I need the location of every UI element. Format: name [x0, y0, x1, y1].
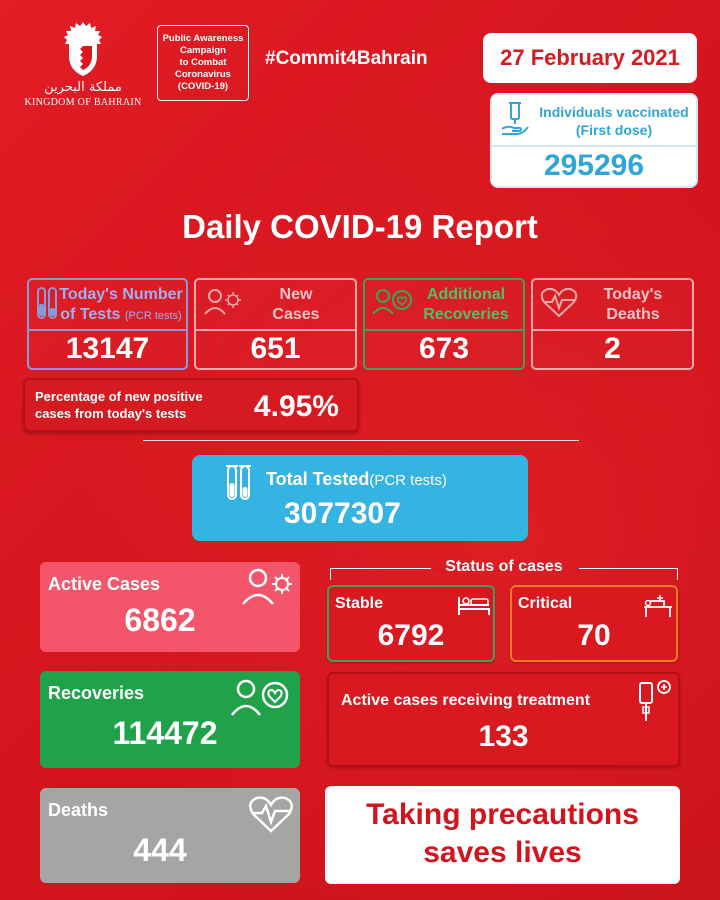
recoveries-label-line1: Additional	[426, 286, 506, 303]
treatment-label: Active cases receiving treatment	[341, 692, 591, 709]
report-date: 27 February 2021	[483, 33, 697, 83]
divider	[492, 145, 696, 147]
new-cases-label-line2: Cases	[272, 306, 320, 323]
divider	[196, 329, 355, 331]
divider	[533, 329, 692, 331]
vaccination-card: Individuals vaccinated (First dose) 2952…	[490, 93, 698, 188]
total-tested-card: Total Tested(PCR tests) 3077307	[192, 455, 528, 541]
stable-card: Stable 6792	[327, 585, 495, 662]
tests-card: Today's Number of Tests (PCR tests) 1314…	[27, 278, 188, 370]
iv-drip-icon	[636, 677, 674, 728]
total-tested-note: (PCR tests)	[369, 472, 447, 489]
new-cases-label-line1: New	[279, 286, 313, 303]
date-text: 27 February 2021	[500, 45, 680, 70]
todays-deaths-value: 2	[604, 332, 621, 365]
vaccination-label-line2: (First dose)	[575, 122, 653, 138]
todays-deaths-label: Today's Deaths	[573, 285, 693, 325]
positivity-value: 4.95%	[253, 390, 339, 423]
person-virus-icon	[203, 286, 243, 323]
stable-value: 6792	[377, 619, 445, 652]
todays-deaths-card: Today's Deaths 2	[531, 278, 694, 370]
hashtag: #Commit4Bahrain	[265, 48, 428, 69]
tests-value: 13147	[65, 332, 150, 365]
status-bracket	[330, 566, 678, 580]
active-cases-value: 6862	[124, 602, 196, 638]
heartbeat-icon	[540, 286, 578, 323]
vaccination-value: 295296	[543, 149, 645, 182]
vaccine-hand-icon	[500, 101, 530, 142]
vaccination-label: Individuals vaccinated (First dose)	[530, 103, 698, 139]
divider	[29, 329, 186, 331]
page-title: Daily COVID-19 Report	[182, 208, 538, 245]
tests-label-note: (PCR tests)	[124, 310, 182, 322]
vaccination-label-line1: Individuals vaccinated	[539, 104, 689, 120]
active-cases-label: Active Cases	[48, 574, 161, 594]
new-cases-value: 651	[250, 332, 301, 365]
section-divider	[143, 440, 579, 441]
campaign-line: Campaign	[180, 45, 226, 56]
critical-card: Critical 70	[510, 585, 678, 662]
tests-label: Today's Number of Tests (PCR tests)	[55, 285, 187, 326]
positivity-card: Percentage of new positive cases from to…	[23, 378, 359, 432]
person-virus-icon	[240, 566, 296, 613]
deaths-label-line2: Deaths	[606, 306, 660, 323]
total-tested-label-text: Total Tested	[266, 469, 370, 489]
campaign-line: to Combat	[179, 57, 227, 68]
hospital-bed-icon	[642, 593, 674, 624]
kingdom-logo: مملكة البحرين KINGDOM OF BAHRAIN	[22, 20, 144, 108]
critical-value: 70	[577, 619, 611, 652]
critical-label: Critical	[518, 595, 573, 612]
deaths-label-line1: Today's	[603, 286, 663, 303]
divider	[365, 329, 523, 331]
new-cases-label: New Cases	[236, 285, 356, 325]
person-heart-icon	[230, 677, 292, 724]
recoveries-card: Recoveries 114472	[40, 671, 300, 768]
test-tubes-icon	[226, 463, 252, 508]
additional-recoveries-label: Additional Recoveries	[407, 285, 525, 325]
campaign-line: Public Awareness	[162, 33, 244, 44]
treatment-card: Active cases receiving treatment 133	[327, 672, 680, 767]
deaths-label: Deaths	[48, 800, 109, 820]
deaths-value: 444	[133, 832, 187, 868]
campaign-line: (COVID-19)	[177, 81, 229, 92]
positivity-label-line2: cases from today's tests	[35, 406, 187, 421]
positivity-label: Percentage of new positive cases from to…	[35, 388, 203, 422]
deaths-card: Deaths 444	[40, 788, 300, 883]
positivity-label-line1: Percentage of new positive	[35, 389, 203, 404]
recoveries-label: Recoveries	[48, 683, 145, 703]
campaign-badge: Public Awareness Campaign to Combat Coro…	[157, 25, 249, 101]
test-tubes-icon	[36, 286, 58, 327]
additional-recoveries-value: 673	[418, 332, 470, 365]
coat-of-arms-icon	[64, 22, 102, 76]
active-cases-card: Active Cases 6862	[40, 562, 300, 652]
precaution-banner: Taking precautions saves lives	[325, 786, 680, 884]
campaign-line: Coronavirus	[175, 69, 231, 80]
stable-label: Stable	[335, 595, 384, 612]
total-tested-value: 3077307	[284, 497, 401, 530]
new-cases-card: New Cases 651	[194, 278, 357, 370]
bed-icon	[457, 595, 491, 622]
heartbeat-icon	[248, 794, 294, 839]
recoveries-value: 114472	[112, 715, 218, 751]
tests-label-line1: Today's Number	[59, 286, 183, 303]
logo-english-text: KINGDOM OF BAHRAIN	[24, 97, 142, 108]
recoveries-label-line2: Recoveries	[423, 306, 509, 323]
logo-arabic-text: مملكة البحرين	[44, 80, 122, 95]
person-heart-icon	[372, 286, 414, 323]
precaution-line2: saves lives	[423, 836, 582, 869]
treatment-value: 133	[478, 720, 529, 753]
precaution-line1: Taking precautions	[366, 798, 639, 831]
total-tested-label: Total Tested(PCR tests)	[266, 469, 447, 490]
additional-recoveries-card: Additional Recoveries 673	[363, 278, 525, 370]
tests-label-line2: of Tests	[60, 306, 121, 323]
status-title: Status of cases	[445, 558, 563, 575]
